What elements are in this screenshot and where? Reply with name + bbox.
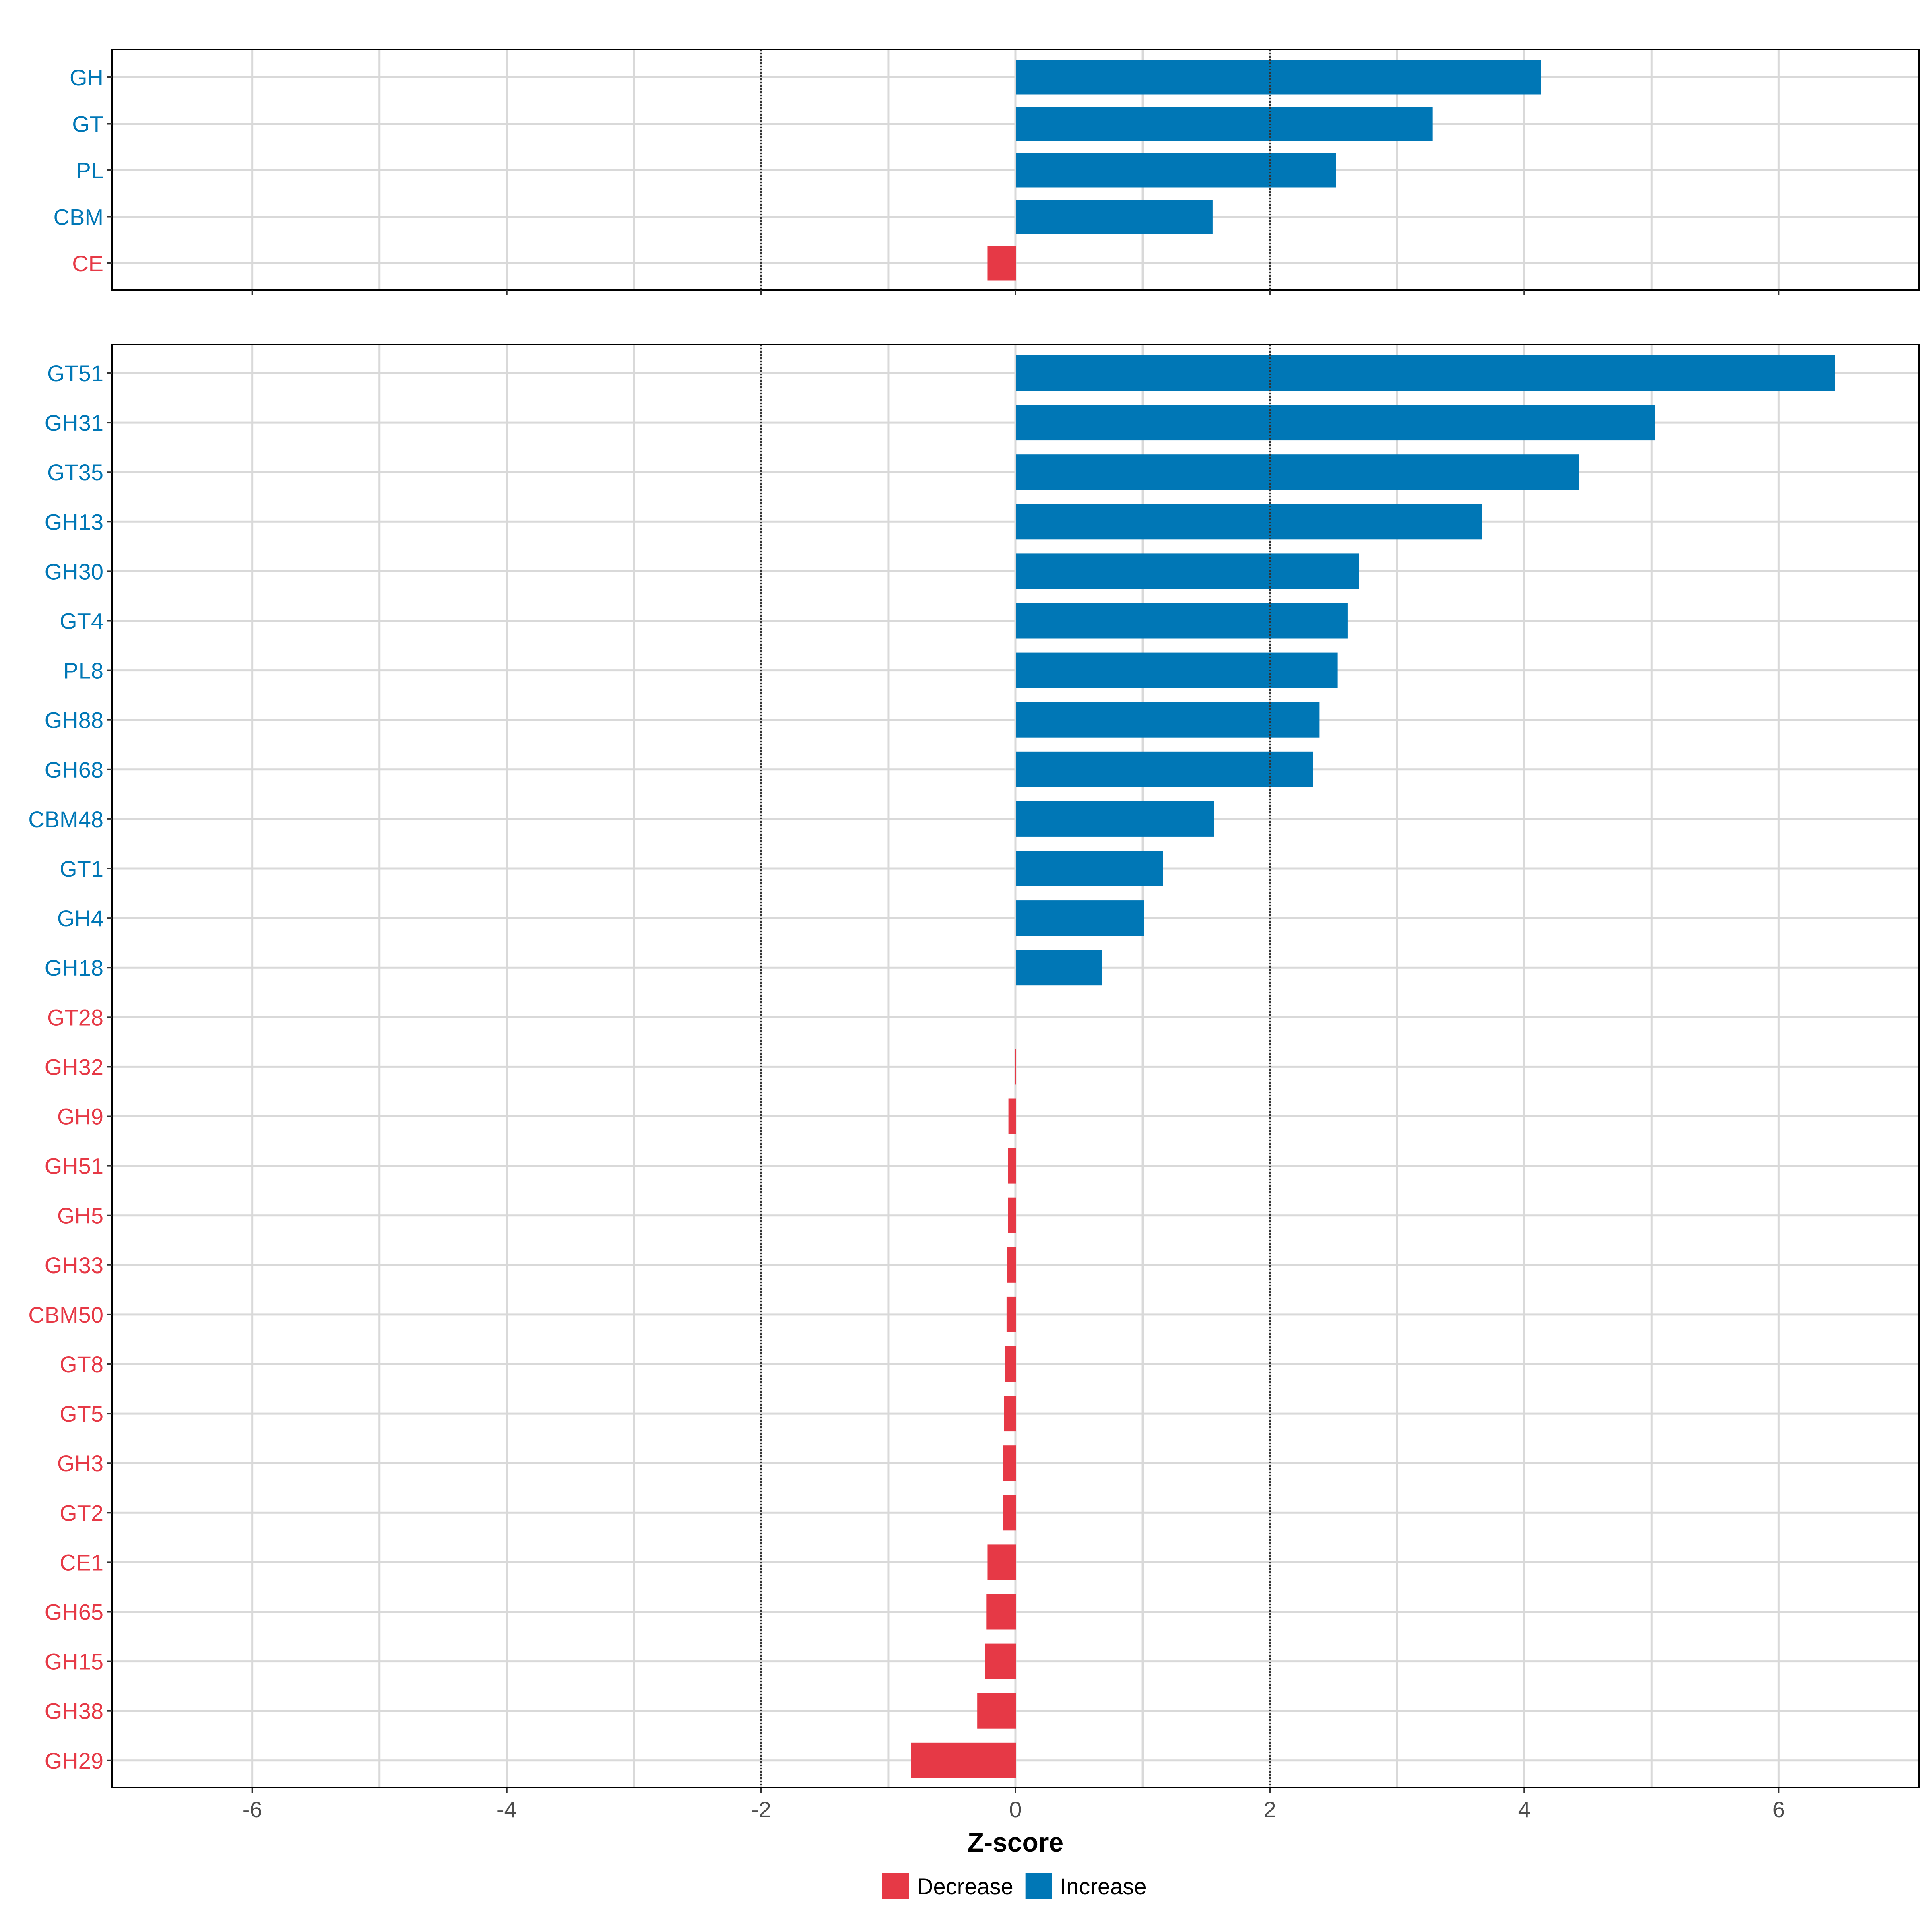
x-tick-label: 4 [1518,1797,1531,1822]
y-label-gh4: GH4 [57,906,103,931]
bar-cbm [1016,200,1213,234]
bar-gh15 [985,1643,1016,1679]
bar-gh [1016,60,1541,95]
legend: Decrease Increase [882,1873,1146,1899]
y-label-pl: PL [76,158,104,183]
x-tick-label: -2 [751,1797,771,1822]
y-label-gt28: GT28 [47,1005,103,1030]
y-label-gh51: GH51 [45,1154,103,1179]
bar-gh30 [1016,553,1359,589]
bar-gh18 [1016,950,1102,986]
y-label-gh13: GH13 [45,509,103,535]
bar-gh13 [1016,504,1482,540]
bar-gh32 [1015,1049,1016,1085]
y-label-gt4: GT4 [60,609,103,634]
bar-gt2 [1003,1495,1016,1531]
bar-gh5 [1008,1197,1016,1233]
y-label-ce1: CE1 [60,1550,103,1575]
bar-ce [987,246,1016,281]
bar-gt1 [1016,851,1163,886]
y-label-gh68: GH68 [45,757,103,782]
y-label-gh5: GH5 [57,1203,103,1228]
y-label-gh32: GH32 [45,1054,103,1080]
bar-gh88 [1016,702,1320,738]
bar-gt35 [1016,454,1579,490]
y-label-ce: CE [72,251,103,276]
y-label-cbm50: CBM50 [28,1302,103,1327]
y-label-gh31: GH31 [45,410,103,436]
bar-gt51 [1016,355,1835,391]
y-label-cbm48: CBM48 [28,807,103,832]
y-label-pl8: PL8 [63,658,103,683]
x-axis-title: Z-score [968,1827,1063,1857]
y-label-gt8: GT8 [60,1352,103,1377]
legend-key-decrease [882,1873,909,1899]
bar-gh38 [977,1693,1016,1729]
y-label-gt: GT [72,111,103,137]
x-tick-label: 2 [1264,1797,1276,1822]
x-tick-label: 6 [1773,1797,1785,1822]
y-label-gh88: GH88 [45,708,103,733]
y-label-gh9: GH9 [57,1104,103,1129]
bar-gt5 [1004,1396,1016,1432]
bar-pl8 [1016,652,1338,688]
y-label-gh15: GH15 [45,1649,103,1674]
bar-cbm48 [1016,801,1214,837]
y-label-gh33: GH33 [45,1253,103,1278]
bar-gt8 [1005,1346,1016,1382]
bar-gh33 [1007,1247,1016,1283]
bar-gt [1016,107,1433,141]
x-tick-label: 0 [1009,1797,1022,1822]
bar-gh3 [1003,1445,1016,1481]
bar-gh68 [1016,751,1313,787]
bar-gh65 [986,1594,1016,1630]
y-label-gh30: GH30 [45,559,103,584]
bar-ce1 [987,1544,1016,1580]
y-label-gt51: GT51 [47,361,103,386]
bar-gh51 [1008,1148,1016,1184]
x-tick-label: -4 [497,1797,517,1822]
y-label-gh18: GH18 [45,955,103,980]
bottom-panel: GT51 GH31 GT35 GH13 GH30 GT4 PL8 GH88 GH68 CBM48 G… [28,344,1920,1793]
bar-gh29 [911,1742,1016,1778]
y-label-gt1: GT1 [60,856,103,881]
y-label-cbm: CBM [54,204,103,230]
bar-pl [1016,153,1336,188]
y-label-gh38: GH38 [45,1699,103,1724]
bar-gh31 [1016,405,1655,441]
y-label-gt5: GT5 [60,1401,103,1426]
bar-gh4 [1016,900,1144,936]
y-label-gh29: GH29 [45,1748,103,1773]
legend-label-increase: Increase [1060,1874,1147,1899]
y-label-gh65: GH65 [45,1600,103,1625]
legend-label-decrease: Decrease [917,1874,1013,1899]
y-label-gh: GH [70,65,103,90]
x-tick-label: -6 [242,1797,262,1822]
x-axis: -6 -4 -2 0 2 4 6 [242,1797,1785,1822]
top-panel: GH GT PL CBM CE [54,49,1920,295]
y-label-gt2: GT2 [60,1500,103,1525]
bar-gt4 [1016,603,1348,639]
y-label-gt35: GT35 [47,460,103,485]
legend-key-increase [1025,1873,1052,1899]
y-label-gh3: GH3 [57,1451,103,1476]
bar-cbm50 [1006,1296,1016,1332]
bar-gh9 [1008,1098,1016,1134]
